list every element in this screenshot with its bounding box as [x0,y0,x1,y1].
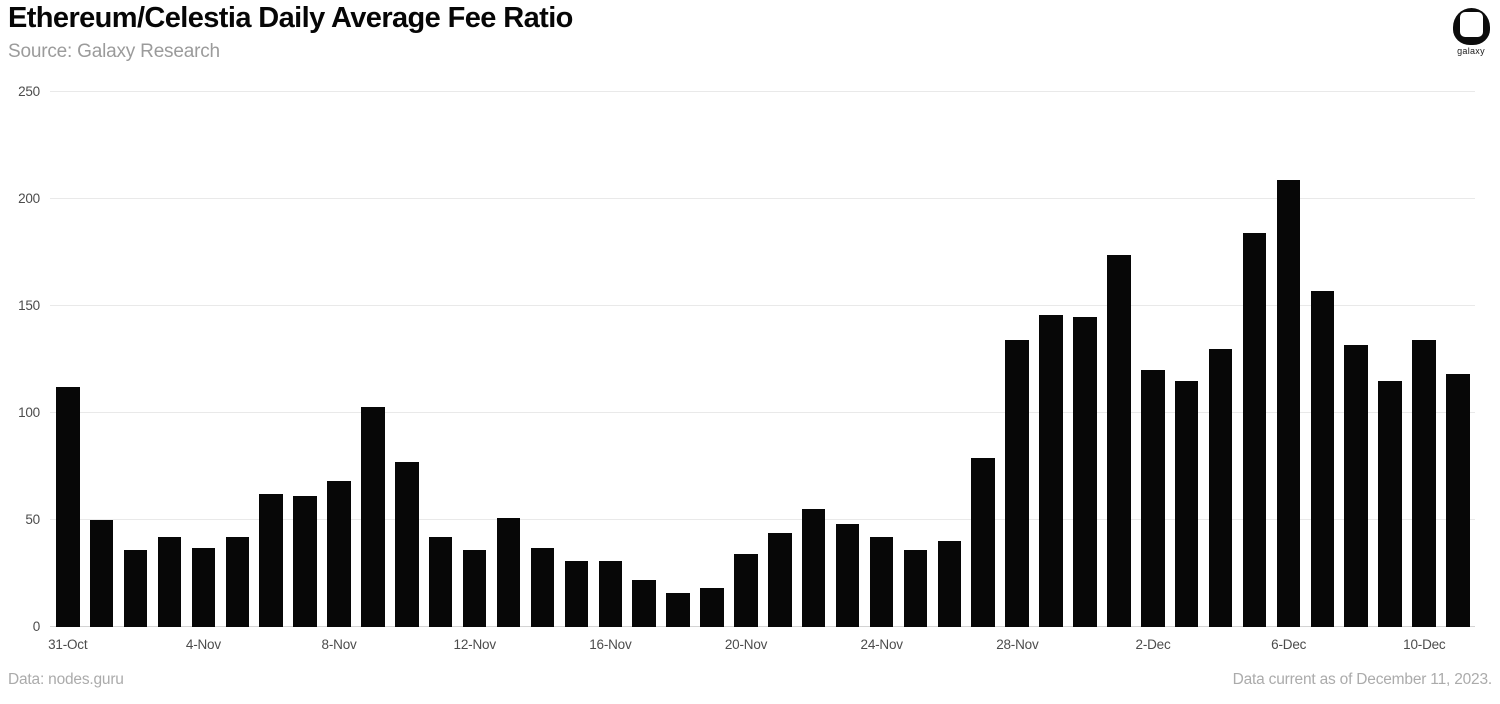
gridline [50,305,1475,306]
gridline [50,519,1475,520]
bar [1344,344,1368,627]
y-tick-label: 200 [18,191,40,206]
bar [293,496,317,627]
gridline [50,626,1475,627]
bar [89,520,114,627]
bar [903,549,928,627]
y-tick-label: 150 [18,298,40,313]
x-tick-label: 16-Nov [589,637,632,652]
bar [259,494,283,627]
bar [801,509,826,627]
bar [1412,340,1436,627]
bar [734,554,758,627]
bar [496,517,521,627]
x-tick-label: 12-Nov [453,637,497,652]
bar [1310,291,1335,627]
bar [1208,348,1233,627]
y-axis-labels: 0 50 100 150 200 250 [0,85,40,634]
bar [835,524,860,627]
bar [768,532,792,627]
x-axis-labels: 31-Oct 4-Nov 8-Nov 12-Nov 16-Nov 20-Nov 24-Nov… [48,637,1475,655]
bar [56,387,80,627]
bar [157,537,182,627]
bar [564,560,589,627]
data-source-note: Data: nodes.guru [8,671,124,688]
bar [1174,380,1199,627]
bar [191,547,216,627]
bar [123,549,148,627]
gridline [50,412,1475,413]
bar [937,541,962,627]
bar [869,537,894,627]
y-tick-label: 250 [18,84,40,99]
chart-source: Source: Galaxy Research [8,41,220,62]
bar [700,588,724,627]
galaxy-visor-shape [1459,12,1483,37]
x-tick-label: 20-Nov [724,637,768,652]
bar [225,537,250,627]
bar [1107,254,1131,627]
bar [428,537,453,627]
data-current-note: Data current as of December 11, 2023. [1232,671,1493,688]
bar [462,549,487,627]
bar [1039,314,1063,627]
galaxy-logo: galaxy [1449,8,1493,56]
gridline [50,198,1475,199]
y-tick-label: 50 [25,512,40,527]
x-tick-label: 24-Nov [860,637,904,652]
bar [598,560,622,627]
bar [361,406,385,627]
chart-title: Ethereum/Celestia Daily Average Fee Rati… [8,2,573,34]
bar [1276,179,1301,627]
bar [666,592,690,627]
bar [1446,374,1470,627]
bar [1005,340,1029,627]
bar [1073,316,1097,627]
galaxy-logo-icon [1452,8,1490,45]
bar [327,481,351,627]
x-tick-label: 6-Dec [1271,637,1307,652]
x-tick-label: 4-Nov [185,637,221,652]
bar [971,457,995,627]
bar [1242,233,1267,627]
y-tick-label: 100 [18,405,40,420]
bar [395,462,419,627]
x-tick-label: 28-Nov [996,637,1039,652]
bar-chart-plot [50,91,1475,627]
bar [1141,370,1165,627]
bar [632,579,656,627]
x-tick-label: 31-Oct [48,637,88,652]
x-tick-label: 2-Dec [1135,637,1171,652]
x-tick-label: 10-Dec [1403,637,1446,652]
galaxy-logo-label: galaxy [1457,46,1485,56]
y-tick-label: 0 [32,619,41,634]
gridline [50,91,1475,92]
bars-layer [50,92,1475,627]
x-tick-label: 8-Nov [321,637,357,652]
bar [530,547,555,627]
bar [1378,380,1402,627]
